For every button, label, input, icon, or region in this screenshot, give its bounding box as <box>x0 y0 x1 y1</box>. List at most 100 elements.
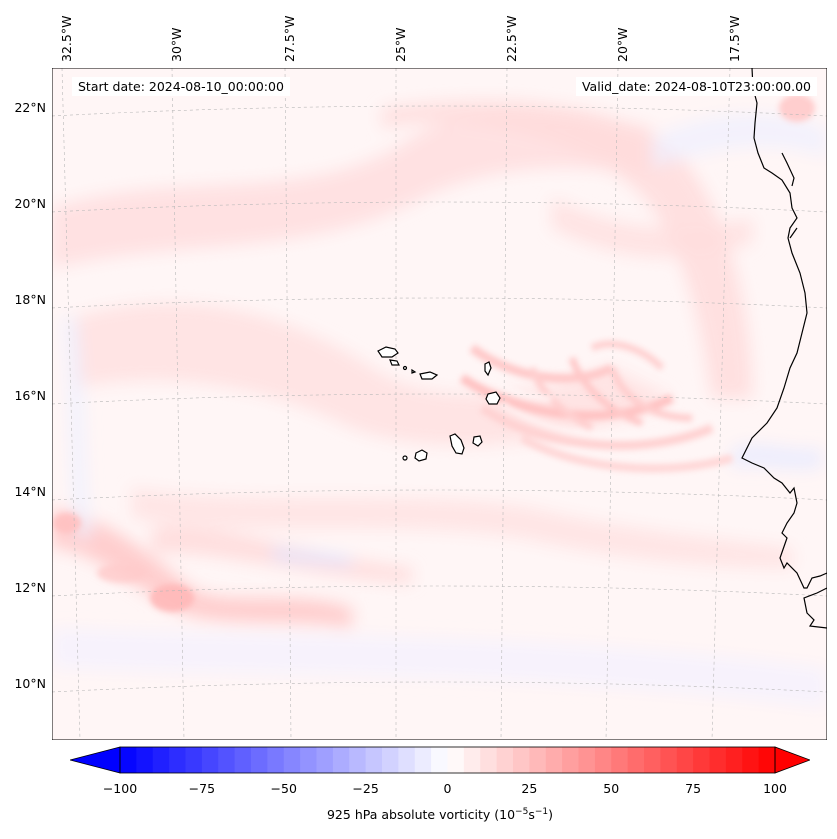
colorbar-cells <box>120 747 776 773</box>
lat-label: 16°N <box>14 388 46 403</box>
lat-label: 14°N <box>14 484 46 499</box>
colorbar-cell <box>513 747 530 773</box>
lon-label: 25°W <box>393 2 410 62</box>
colorbar-cell <box>267 747 285 773</box>
colorbar-cell <box>545 747 563 773</box>
parallel <box>52 105 827 117</box>
parallel <box>52 297 827 309</box>
meridian <box>711 68 731 740</box>
colorbar-cell <box>300 747 317 773</box>
parallel <box>52 489 827 501</box>
lon-label: 17.5°W <box>727 2 744 62</box>
colorbar-tick-label: 50 <box>603 781 620 796</box>
colorbar-cell <box>251 747 268 773</box>
colorbar-cell <box>169 747 186 773</box>
lon-label-text: 22.5°W <box>504 15 519 62</box>
colorbar-units-tail: s <box>528 807 535 823</box>
colorbar-cell <box>627 747 645 773</box>
lon-label: 27.5°W <box>282 2 299 62</box>
colorbar-max-arrow <box>774 746 810 774</box>
graticule <box>52 68 827 740</box>
colorbar-units-tail-exp: −1 <box>534 807 549 817</box>
colorbar-cell <box>431 747 448 773</box>
colorbar-frame <box>119 746 776 774</box>
lat-label: 12°N <box>14 580 46 595</box>
lat-label: 10°N <box>14 676 46 691</box>
parallel <box>52 585 827 597</box>
lon-label-text: 32.5°W <box>59 15 74 62</box>
coastline <box>741 68 827 629</box>
colorbar-tick-label: 100 <box>763 781 787 796</box>
cape-verde-islands <box>377 346 501 462</box>
lon-label: 32.5°W <box>59 2 76 62</box>
colorbar-cell <box>463 747 481 773</box>
meridian <box>284 68 292 740</box>
colorbar-cell <box>725 747 743 773</box>
colorbar <box>70 746 810 774</box>
colorbar-cell <box>496 747 514 773</box>
colorbar-cell <box>365 747 383 773</box>
colorbar-cell <box>529 747 547 773</box>
meridian <box>605 68 619 740</box>
colorbar-cell <box>562 747 579 773</box>
colorbar-cell <box>693 747 710 773</box>
colorbar-units-exp: −5 <box>515 807 529 817</box>
start-date-label: Start date: 2024-08-10_00:00:00 <box>72 77 290 96</box>
colorbar-cell <box>480 747 498 773</box>
colorbar-cell <box>316 747 334 773</box>
colorbar-cell <box>185 747 203 773</box>
colorbar-cell <box>594 747 612 773</box>
colorbar-cell <box>758 747 776 773</box>
lon-label: 30°W <box>169 2 186 62</box>
colorbar-cell <box>447 747 465 773</box>
colorbar-cell <box>398 747 416 773</box>
colorbar-label: 925 hPa absolute vorticity (10−5s−1) <box>326 807 553 823</box>
meridian <box>500 68 508 740</box>
colorbar-cell <box>120 747 137 773</box>
colorbar-units-base: 10 <box>499 807 516 823</box>
lon-label: 22.5°W <box>504 2 521 62</box>
colorbar-cell <box>152 747 170 773</box>
parallel <box>52 201 827 213</box>
colorbar-cell <box>644 747 661 773</box>
colorbar-cell <box>611 747 629 773</box>
lat-label: 22°N <box>14 100 46 115</box>
colorbar-cell <box>578 747 596 773</box>
colorbar-tick-label: −25 <box>352 781 379 796</box>
lon-label: 20°W <box>615 2 632 62</box>
map-canvas <box>52 68 827 740</box>
colorbar-cell <box>218 747 236 773</box>
colorbar-tick-label: −50 <box>270 781 297 796</box>
lat-label: 20°N <box>14 196 46 211</box>
colorbar-cell <box>234 747 252 773</box>
colorbar-cell <box>201 747 219 773</box>
vorticity-map <box>52 68 827 740</box>
lon-label-text: 30°W <box>169 27 184 62</box>
colorbar-cell <box>742 747 760 773</box>
colorbar-tick-label: −75 <box>188 781 216 796</box>
colorbar-cell <box>136 747 154 773</box>
lon-label-text: 17.5°W <box>727 15 742 62</box>
colorbar-cell <box>676 747 694 773</box>
colorbar-cell <box>414 747 432 773</box>
colorbar-variable: 925 hPa absolute vorticity <box>326 807 491 823</box>
colorbar-cell <box>709 747 727 773</box>
colorbar-min-arrow <box>70 746 121 774</box>
colorbar-tick-label: 0 <box>443 781 452 796</box>
parallel <box>52 393 827 405</box>
colorbar-tick-label: −100 <box>102 781 138 796</box>
colorbar-cell <box>382 747 399 773</box>
colorbar-cell <box>332 747 350 773</box>
colorbar-cell <box>349 747 367 773</box>
valid-date-label: Valid_date: 2024-08-10T23:00:00.00 <box>575 77 817 96</box>
lon-label-text: 25°W <box>393 27 408 62</box>
meridian <box>171 68 185 740</box>
colorbar-tick-label: 75 <box>685 781 702 796</box>
lat-label: 18°N <box>14 292 46 307</box>
colorbar-cell <box>660 747 678 773</box>
lon-label-text: 20°W <box>615 27 630 62</box>
meridian <box>61 68 81 740</box>
colorbar-tick-label: 25 <box>521 781 538 796</box>
lon-label-text: 27.5°W <box>282 15 297 62</box>
colorbar-cell <box>283 747 301 773</box>
